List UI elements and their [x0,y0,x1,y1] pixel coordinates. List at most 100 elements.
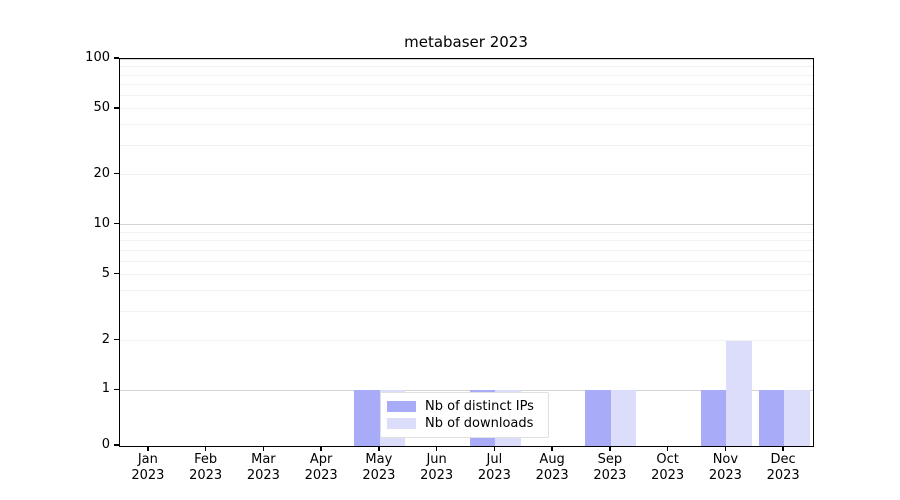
gridline [120,231,813,233]
x-tick-label: Sep 2023 [593,452,626,484]
y-tick-label: 0 [101,437,110,452]
legend-item-distinct-ips: Nb of distinct IPs [387,398,542,415]
x-tick-mark [320,446,322,451]
x-tick-month: Dec [770,452,796,467]
gridline [120,124,813,126]
legend-label-distinct-ips: Nb of distinct IPs [425,399,534,414]
bar-dec-distinct-ips [758,390,785,446]
x-tick-year: 2023 [189,468,223,483]
gridline [120,59,813,60]
bar-nov-downloads [726,340,752,446]
x-tick-month: Mar [251,452,276,467]
y-axis-tick-marks [114,57,120,446]
x-tick-month: Aug [539,452,565,467]
x-tick-label: Dec 2023 [767,452,800,484]
y-tick-label: 2 [101,331,110,347]
gridline [120,74,813,76]
gridlines-layer [120,59,813,446]
x-tick-year: 2023 [477,468,511,483]
bar-sep-downloads [610,390,637,446]
x-tick-year: 2023 [131,468,165,483]
x-tick-label: Jan 2023 [131,452,164,484]
x-tick-label: Oct 2023 [651,452,684,484]
legend-swatch-downloads [387,418,416,429]
x-tick-year: 2023 [362,468,396,483]
x-tick-year: 2023 [766,468,800,483]
gridline [120,224,813,226]
x-tick-mark [147,446,149,451]
gridline [120,389,813,391]
y-tick-mark [114,444,119,446]
x-tick-month: Jul [486,452,503,467]
x-tick-label: Feb 2023 [189,452,222,484]
x-tick-mark [435,446,438,451]
chart-title: metabaser 2023 [404,33,528,51]
x-tick-year: 2023 [593,468,627,483]
gridline [120,310,813,312]
x-tick-mark [666,446,669,451]
y-tick-label: 5 [101,265,110,281]
x-tick-label: May 2023 [362,452,395,484]
x-axis-tick-labels: Jan 2023 Feb 2023 Mar 2023 Apr 2023 May 2023 Jun 20… [119,452,812,492]
x-tick-mark [262,446,265,451]
x-tick-label: Jun 2023 [420,452,453,484]
gridline [120,174,813,176]
y-tick-mark [114,173,119,175]
chart-legend: Nb of distinct IPs Nb of downloads [380,392,549,438]
x-tick-month: Oct [656,452,679,467]
x-tick-month: May [365,452,393,467]
x-tick-mark [782,446,784,451]
y-tick-mark [114,388,119,391]
gridline [120,240,813,242]
x-tick-mark [609,446,611,451]
bar-sep-distinct-ips [585,390,611,446]
x-tick-label: Aug 2023 [536,452,569,484]
gridline [120,290,813,292]
y-tick-mark [114,338,119,341]
x-tick-year: 2023 [535,468,569,483]
x-tick-month: Sep [597,452,623,467]
x-tick-month: Feb [194,452,218,467]
x-tick-mark [724,446,727,451]
x-tick-month: Nov [712,452,739,467]
x-tick-label: Apr 2023 [305,452,338,484]
x-tick-month: Jun [426,452,447,467]
y-tick-mark [114,57,119,59]
gridline [120,66,813,68]
bar-dec-downloads [784,390,810,446]
x-tick-mark [551,446,553,451]
gridline [120,249,813,251]
y-tick-label: 50 [93,99,110,115]
x-tick-month: Apr [309,452,333,467]
x-tick-label: Nov 2023 [709,452,742,484]
bar-nov-distinct-ips [700,390,727,446]
gridline [120,340,813,341]
legend-swatch-distinct-ips [387,401,416,412]
x-tick-year: 2023 [651,468,685,483]
y-tick-mark [114,223,119,225]
x-tick-label: Jul 2023 [478,452,511,484]
bar-may-distinct-ips [354,390,380,446]
y-tick-mark [114,107,119,109]
gridline [120,145,813,147]
x-tick-year: 2023 [420,468,454,483]
gridline [120,108,813,110]
y-tick-mark [114,272,119,275]
x-tick-mark [493,446,496,451]
y-tick-label: 1 [101,381,110,397]
x-tick-month: Jan [137,452,158,467]
x-tick-year: 2023 [304,468,338,483]
bars-layer [120,59,813,446]
x-axis-tick-marks [119,446,812,452]
gridline [120,274,813,276]
gridline [120,84,813,86]
x-tick-mark [378,446,380,451]
plot-area [119,58,814,447]
x-tick-year: 2023 [246,468,280,483]
x-tick-label: Mar 2023 [247,452,280,484]
gridline [120,95,813,97]
gridline [120,260,813,262]
y-axis-tick-labels: 100 50 20 10 5 2 1 0 [60,51,110,451]
x-tick-year: 2023 [708,468,742,483]
